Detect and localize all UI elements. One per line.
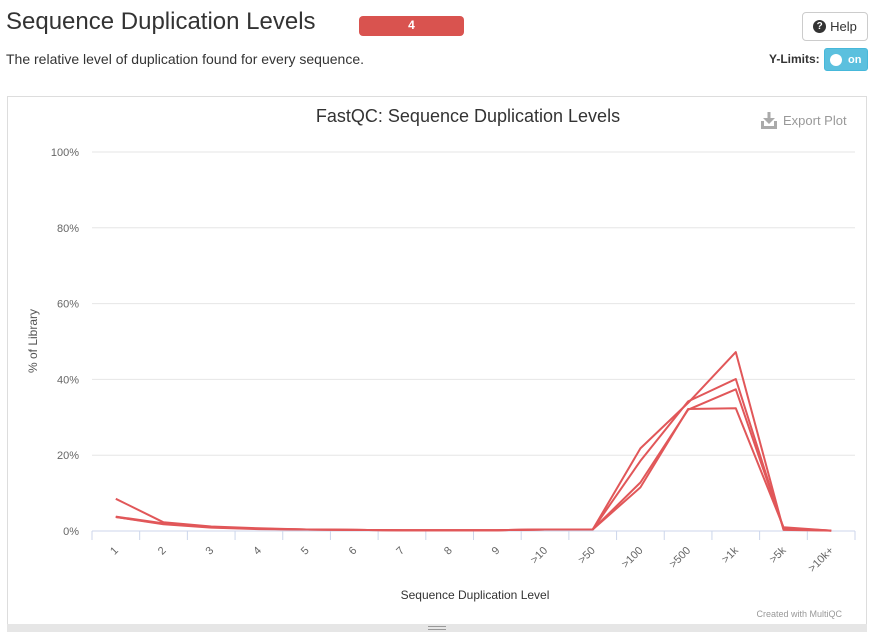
y-tick-label: 80% — [57, 223, 79, 235]
resize-grip-icon — [428, 626, 446, 630]
y-tick-label: 60% — [57, 299, 79, 311]
x-tick-label: 9 — [490, 545, 503, 558]
y-axis-ticks: 0% 20% 40% 60% 80% 100% — [51, 147, 79, 538]
x-tick-label: >10k+ — [806, 545, 836, 575]
status-badge: 4 — [359, 16, 464, 36]
x-tick-label: >5k — [767, 544, 789, 566]
download-icon — [761, 112, 777, 129]
x-tick-label: >10 — [528, 545, 550, 567]
series-line-sample_1[interactable] — [115, 351, 832, 532]
ylimits-label: Y-Limits: — [769, 52, 820, 66]
x-tick-label: >500 — [667, 545, 693, 571]
x-tick-label: 6 — [347, 545, 360, 558]
grid-lines — [92, 151, 855, 532]
export-plot-button[interactable]: Export Plot — [761, 112, 847, 129]
toggle-label: on — [848, 53, 862, 66]
x-tick-label: 3 — [204, 545, 217, 558]
x-tick-label: >100 — [620, 545, 646, 571]
y-tick-label: 0% — [63, 526, 79, 538]
resize-handle[interactable] — [7, 624, 867, 632]
x-tick-label: 2 — [156, 545, 169, 558]
toggle-knob — [830, 53, 842, 66]
credit-text: Created with MultiQC — [756, 609, 842, 619]
page-title: Sequence Duplication Levels — [6, 8, 316, 35]
y-axis-label: % of Library — [26, 309, 40, 373]
export-plot-label: Export Plot — [783, 113, 847, 128]
help-button-label: Help — [830, 19, 857, 34]
page-subtitle: The relative level of duplication found … — [6, 51, 364, 67]
x-tick-label: 8 — [442, 545, 455, 558]
y-tick-label: 100% — [51, 147, 79, 159]
x-tick-label: >50 — [576, 545, 598, 567]
x-axis-ticks: 1 2 3 4 5 6 7 8 9 >10 >50 >100 >500 >1k >5k >10k+ — [91, 531, 856, 575]
ylimits-toggle[interactable]: on — [824, 48, 868, 71]
x-tick-label: 1 — [108, 545, 121, 558]
x-tick-label: 5 — [299, 545, 312, 558]
x-tick-label: >1k — [720, 544, 742, 566]
x-axis-label: Sequence Duplication Level — [401, 588, 550, 602]
x-tick-label: 7 — [394, 545, 407, 558]
y-tick-label: 20% — [57, 450, 79, 462]
x-tick-label: 4 — [251, 545, 264, 558]
series-lines — [115, 351, 832, 532]
chart-title: FastQC: Sequence Duplication Levels — [316, 106, 620, 126]
help-button[interactable]: ? Help — [802, 12, 868, 41]
series-line-sample_4[interactable] — [115, 407, 832, 532]
y-tick-label: 40% — [57, 374, 79, 386]
question-icon: ? — [813, 20, 827, 33]
series-line-sample_3[interactable] — [115, 388, 832, 532]
